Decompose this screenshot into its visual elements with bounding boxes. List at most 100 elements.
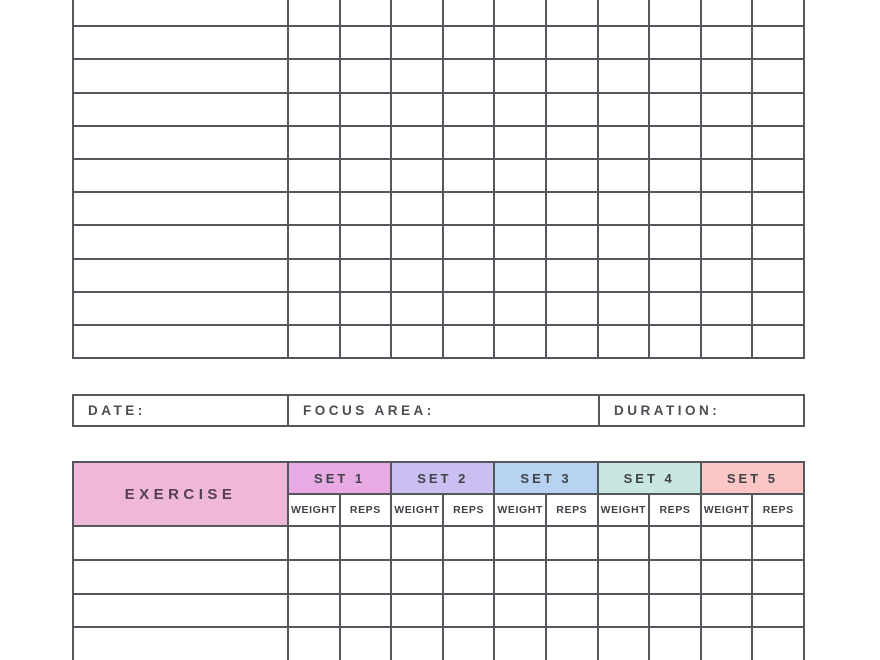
tracker-grid-cell: [650, 226, 700, 258]
tracker-row-label-cell: [74, 93, 287, 125]
weight-cell: [598, 560, 649, 593]
weight-cell: [289, 560, 339, 593]
tracker-grid-cell: [340, 259, 391, 291]
tracker-grid-cell: [546, 325, 597, 358]
tracker-grid-cell: [340, 325, 391, 358]
tracker-row-label-cell: [74, 27, 287, 59]
tracker-grid-cell: [598, 159, 649, 192]
tracker-grid-cell: [289, 27, 339, 59]
weight-cell: [392, 527, 442, 559]
tracker-grid-cell: [392, 325, 442, 358]
reps-cell: [753, 628, 803, 660]
weight-cell: [392, 560, 442, 593]
weight-column-header: WEIGHT: [598, 495, 649, 525]
tracker-grid-cell: [340, 60, 391, 92]
tracker-grid-cell: [598, 193, 649, 225]
tracker-grid-cell: [650, 0, 700, 26]
tracker-grid-cell: [753, 93, 803, 125]
weight-cell: [598, 628, 649, 660]
tracker-row-label-cell: [74, 126, 287, 158]
tracker-grid-cell: [701, 292, 752, 324]
tracker-grid-cell: [546, 226, 597, 258]
tracker-grid-cell: [443, 259, 494, 291]
tracker-grid-cell: [443, 27, 494, 59]
tracker-grid-cell: [289, 325, 339, 358]
tracker-grid-cell: [753, 193, 803, 225]
tracker-grid-cell: [753, 325, 803, 358]
tracker-grid-cell: [598, 259, 649, 291]
tracker-grid-cell: [495, 292, 545, 324]
tracker-grid-cell: [495, 325, 545, 358]
weight-column-header: WEIGHT: [495, 495, 545, 525]
tracker-grid-cell: [701, 259, 752, 291]
tracker-grid-cell: [392, 226, 442, 258]
tracker-grid-cell: [546, 60, 597, 92]
reps-column-header: REPS: [546, 495, 597, 525]
exercise-name-cell: [74, 527, 287, 559]
tracker-grid-cell: [650, 259, 700, 291]
tracker-grid-cell: [495, 159, 545, 192]
duration-label: DURATION:: [614, 403, 721, 418]
tracker-grid-cell: [392, 60, 442, 92]
exercise-name-cell: [74, 594, 287, 627]
weight-cell: [495, 527, 545, 559]
tracker-grid-cell: [443, 193, 494, 225]
tracker-grid-cell: [495, 126, 545, 158]
reps-cell: [443, 560, 494, 593]
exercise-log-table: EXERCISE SET 1 WEIGHT REPS SET 2 WEIGHT REPS S…: [72, 461, 805, 660]
tracker-grid-cell: [753, 27, 803, 59]
tracker-grid-cell: [495, 259, 545, 291]
focus-area-field: FOCUS AREA:: [289, 396, 598, 425]
tracker-grid-cell: [650, 159, 700, 192]
tracker-grid-cell: [753, 60, 803, 92]
tracker-grid-cell: [289, 60, 339, 92]
tracker-grid-cell: [443, 226, 494, 258]
weight-cell: [392, 628, 442, 660]
tracker-grid-cell: [701, 159, 752, 192]
tracker-grid-table: [72, 0, 805, 360]
tracker-grid-cell: [289, 93, 339, 125]
tracker-grid-cell: [289, 226, 339, 258]
tracker-row-label-cell: [74, 325, 287, 358]
tracker-grid-cell: [546, 126, 597, 158]
tracker-grid-cell: [650, 325, 700, 358]
set-4-header: SET 4: [598, 463, 700, 493]
tracker-grid-cell: [392, 126, 442, 158]
tracker-row-label-cell: [74, 226, 287, 258]
tracker-grid-cell: [753, 0, 803, 26]
weight-cell: [598, 594, 649, 627]
tracker-grid-cell: [598, 226, 649, 258]
set-5-header: SET 5: [701, 463, 803, 493]
tracker-grid-cell: [546, 292, 597, 324]
tracker-grid-cell: [443, 325, 494, 358]
weight-cell: [495, 594, 545, 627]
tracker-grid-cell: [443, 0, 494, 26]
tracker-grid-cell: [598, 60, 649, 92]
reps-cell: [650, 628, 700, 660]
tracker-grid-cell: [753, 159, 803, 192]
tracker-grid-cell: [392, 259, 442, 291]
tracker-grid-cell: [650, 126, 700, 158]
tracker-grid-cell: [701, 325, 752, 358]
reps-cell: [650, 527, 700, 559]
tracker-grid-cell: [753, 259, 803, 291]
tracker-grid-cell: [546, 0, 597, 26]
set-1-header: SET 1: [289, 463, 391, 493]
tracker-grid-cell: [701, 226, 752, 258]
weight-cell: [289, 628, 339, 660]
tracker-grid-cell: [289, 126, 339, 158]
reps-cell: [546, 594, 597, 627]
tracker-row-label-cell: [74, 159, 287, 192]
tracker-grid-cell: [289, 292, 339, 324]
tracker-grid-cell: [443, 60, 494, 92]
weight-cell: [289, 527, 339, 559]
tracker-grid-cell: [443, 126, 494, 158]
reps-cell: [753, 560, 803, 593]
tracker-grid-cell: [598, 27, 649, 59]
weight-cell: [701, 527, 752, 559]
tracker-grid-cell: [546, 27, 597, 59]
tracker-grid-cell: [340, 159, 391, 192]
tracker-grid-cell: [546, 159, 597, 192]
tracker-grid-cell: [392, 0, 442, 26]
duration-field: DURATION:: [600, 396, 803, 425]
